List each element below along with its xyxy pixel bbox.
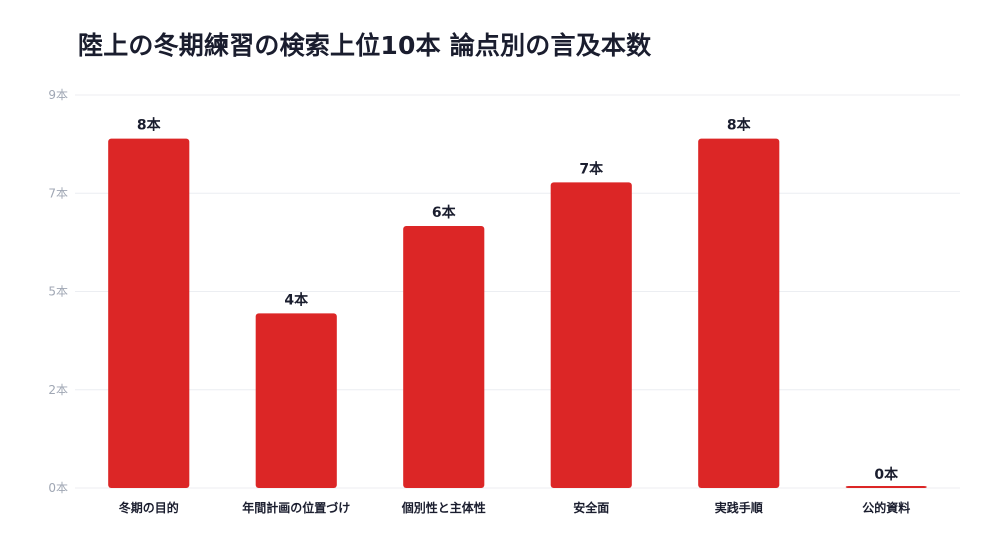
category-label: 安全面	[573, 500, 609, 515]
gridlines	[75, 94, 960, 489]
category-labels: 冬期の目的 年間計画の位置づけ 個別性と主体性 安全面 実践手順 公的資料	[119, 500, 911, 515]
y-tick-label: 0本	[48, 481, 68, 495]
bar	[845, 486, 927, 488]
y-tick-label: 2本	[48, 383, 68, 397]
bar	[403, 226, 485, 488]
data-label: 6本	[432, 204, 457, 221]
data-label: 0本	[874, 466, 899, 483]
data-label: 8本	[727, 117, 752, 134]
data-label: 4本	[284, 291, 309, 308]
data-label: 7本	[579, 160, 604, 177]
category-label: 冬期の目的	[119, 500, 179, 515]
bar	[255, 313, 337, 488]
bars	[108, 138, 927, 489]
y-tick-label: 9本	[48, 88, 68, 102]
chart-title: 陸上の冬期練習の検索上位10本 論点別の言及本数	[78, 31, 652, 60]
data-labels: 8本 4本 6本 7本 8本 0本	[137, 117, 899, 483]
category-label: 年間計画の位置づけ	[242, 500, 350, 515]
bar	[550, 182, 632, 489]
y-axis-tick-labels: 0本 2本 5本 7本 9本	[48, 88, 68, 495]
category-label: 個別性と主体性	[401, 500, 486, 515]
bar	[108, 138, 190, 488]
bar	[698, 138, 780, 488]
data-label: 8本	[137, 117, 162, 134]
y-tick-label: 5本	[48, 285, 68, 299]
category-label: 公的資料	[862, 500, 910, 515]
y-tick-label: 7本	[48, 186, 68, 200]
category-label: 実践手順	[715, 500, 764, 515]
